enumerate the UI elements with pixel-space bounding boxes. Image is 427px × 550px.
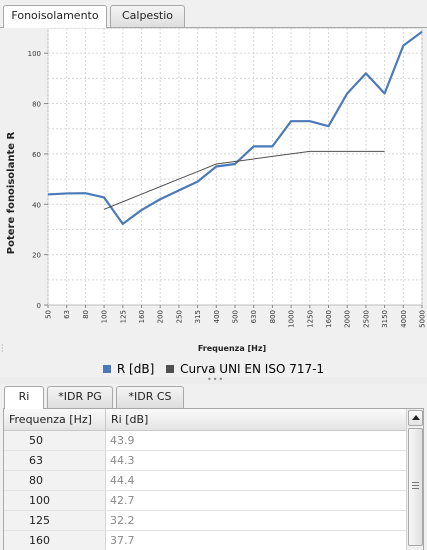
bottom-tab-bar: Ri *IDR PG *IDR CS	[0, 386, 427, 409]
plot-area	[47, 28, 423, 306]
x-tick-label: 100	[101, 310, 109, 323]
top-tab-bar: Fonoisolamento Calpestio	[0, 0, 427, 28]
x-tick-label: 800	[269, 310, 277, 323]
y-tick-label: 40	[32, 201, 41, 209]
x-tick-label: 315	[194, 310, 202, 323]
vertical-scrollbar[interactable]	[406, 409, 423, 550]
sound-insulation-chart: 0 20 40 60 80 100 50 63 80 100 125 160 200 250 315 400 5…	[6, 28, 427, 353]
legend-label-r: R [dB]	[116, 362, 155, 376]
x-tick-label: 1000	[288, 310, 296, 328]
x-tick-label: 1600	[325, 310, 333, 328]
table-row[interactable]: 50 43.9	[4, 431, 406, 451]
table-row[interactable]: 125 32.2	[4, 511, 406, 531]
legend-label-curve: Curva UNI EN ISO 717-1	[180, 362, 325, 376]
tab-calpestio[interactable]: Calpestio	[110, 5, 185, 27]
table-row[interactable]: 63 44.3	[4, 451, 406, 471]
y-tick-label: 100	[28, 50, 41, 58]
cell-ri[interactable]: 32.2	[110, 514, 135, 527]
vertical-splitter-grip-icon[interactable]: · · ·	[1, 341, 4, 356]
table-row[interactable]: 80 44.4	[4, 471, 406, 491]
cell-ri[interactable]: 43.9	[110, 434, 135, 447]
tab-idr-cs[interactable]: *IDR CS	[116, 386, 184, 408]
chart-legend: R [dB] Curva UNI EN ISO 717-1	[0, 362, 427, 378]
drag-dots-icon[interactable]: •••	[207, 375, 225, 384]
y-tick-label: 20	[32, 252, 41, 260]
x-tick-label: 630	[250, 310, 258, 323]
x-tick-label: 160	[138, 310, 146, 323]
x-axis-title: Frequenza [Hz]	[198, 344, 266, 353]
y-axis-title: Potere fonoisolante R	[6, 131, 17, 254]
cell-frequenza: 63	[4, 451, 106, 470]
x-tick-label: 63	[63, 310, 71, 319]
ri-table: Frequenza [Hz] Ri [dB] 50 43.9 63 44.3 80 44.…	[3, 408, 424, 550]
x-tick-label: 200	[157, 310, 165, 323]
x-tick-label: 125	[119, 310, 127, 323]
x-tick-label: 4000	[400, 310, 408, 328]
y-tick-label: 0	[37, 302, 41, 310]
cell-frequenza: 80	[4, 471, 106, 490]
series-line-curve	[103, 150, 385, 210]
tab-fonoisolamento[interactable]: Fonoisolamento	[3, 5, 107, 28]
x-tick-label: 3150	[381, 310, 389, 328]
x-tick-label: 500	[232, 310, 240, 323]
grip-lines-icon	[412, 482, 419, 489]
cell-ri[interactable]: 44.4	[110, 474, 135, 487]
x-tick-label: 1250	[306, 310, 314, 328]
table-body: 50 43.9 63 44.3 80 44.4 100 42.7 125 32.2 160 37.7	[4, 431, 406, 550]
y-tick-label: 60	[32, 151, 41, 159]
x-tick-label: 400	[213, 310, 221, 323]
column-header-frequenza[interactable]: Frequenza [Hz]	[4, 409, 106, 431]
x-tick-label: 2000	[344, 310, 352, 328]
x-tick-label: 2500	[362, 310, 370, 328]
cell-frequenza: 100	[4, 491, 106, 510]
column-header-ri[interactable]: Ri [dB]	[111, 413, 149, 426]
cell-frequenza: 50	[4, 431, 106, 450]
legend-item-curve: Curva UNI EN ISO 717-1	[166, 362, 324, 376]
legend-swatch-r	[102, 365, 111, 373]
horizontal-splitter[interactable]: •••	[0, 375, 427, 384]
chevron-up-icon	[412, 415, 420, 420]
legend-item-r: R [dB]	[102, 362, 155, 376]
tab-ri[interactable]: Ri	[4, 386, 44, 409]
cell-ri[interactable]: 37.7	[110, 534, 135, 547]
cell-ri[interactable]: 44.3	[110, 454, 135, 467]
table-row[interactable]: 160 37.7	[4, 531, 406, 550]
legend-swatch-curve	[166, 365, 175, 373]
x-tick-label: 250	[175, 310, 183, 323]
table-row[interactable]: 100 42.7	[4, 491, 406, 511]
x-tick-label: 50	[45, 310, 53, 319]
scroll-up-button[interactable]	[408, 410, 423, 426]
y-tick-label: 80	[32, 101, 41, 109]
chart-panel: 0 20 40 60 80 100 50 63 80 100 125 160 200 250 315 400 5…	[0, 27, 427, 377]
x-tick-label: 5000	[419, 310, 427, 328]
cell-frequenza: 125	[4, 511, 106, 530]
scroll-thumb[interactable]	[408, 428, 423, 546]
table-header: Frequenza [Hz] Ri [dB]	[4, 409, 406, 431]
cell-ri[interactable]: 42.7	[110, 494, 135, 507]
tab-idr-pg[interactable]: *IDR PG	[47, 386, 113, 408]
x-tick-label: 80	[82, 310, 90, 319]
cell-frequenza: 160	[4, 531, 106, 550]
